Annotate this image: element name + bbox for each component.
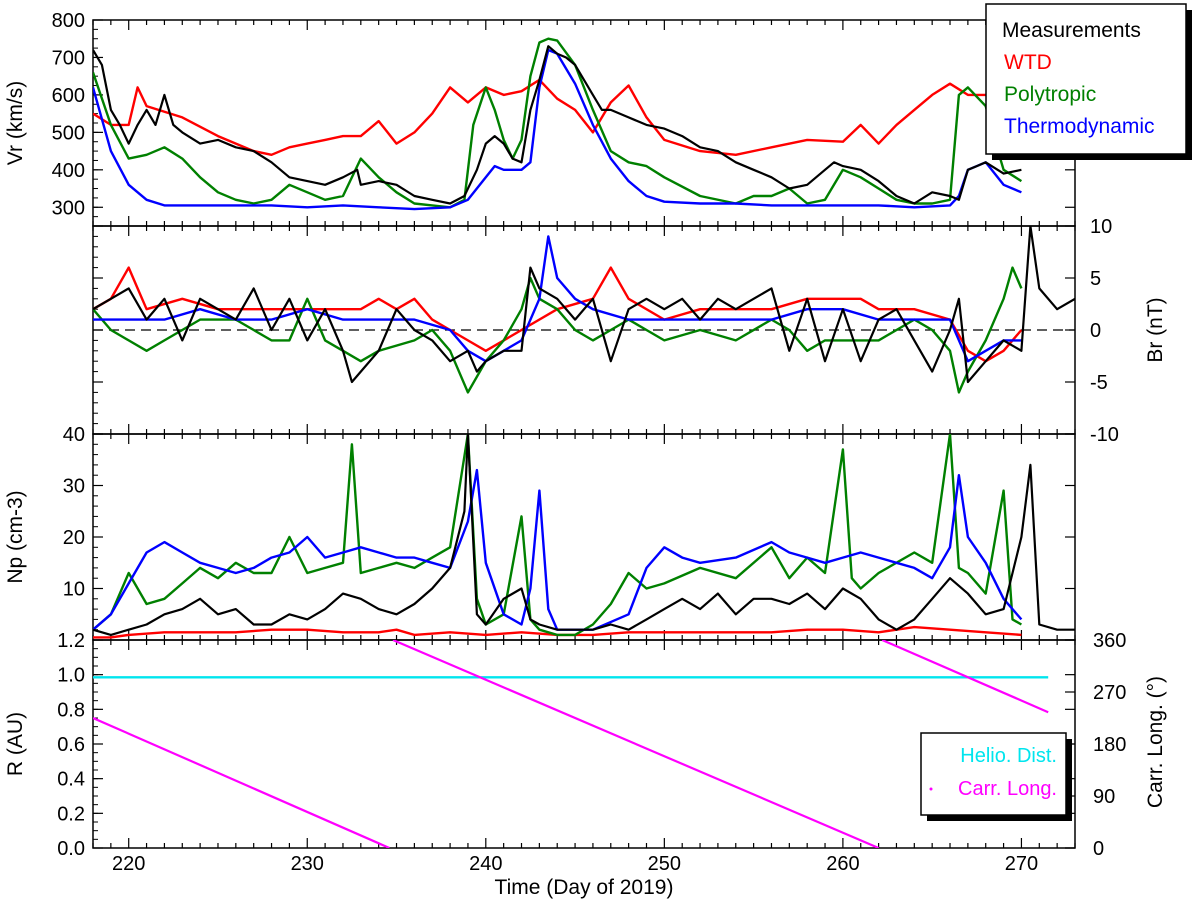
- x-tick-label: 240: [469, 853, 502, 875]
- series-carr-long: [392, 640, 880, 848]
- y-axis-label: R (AU): [4, 712, 27, 776]
- x-tick-label: 220: [112, 853, 145, 875]
- series-group: [93, 640, 1049, 848]
- x-tick-label: 260: [826, 853, 859, 875]
- series-wtd: [93, 266, 1023, 363]
- legend-box: [985, 3, 1187, 155]
- panel-rl: 0.0 0.2 0.4 0.6 0.8 1.0 1.2 R (AU) 0 90 180 270 360 C…: [4, 630, 1167, 860]
- series-group: [93, 434, 1075, 639]
- legend-marker: [929, 787, 933, 791]
- legend-entry: Measurements: [1002, 19, 1141, 42]
- panel-frame: [92, 433, 1076, 641]
- y-tick-label: -10: [1090, 424, 1119, 446]
- y-axis-label: Np (cm-3): [4, 490, 27, 583]
- legend-bottom: Helio. Dist. Carr. Long.: [920, 732, 1072, 821]
- legend-entry: Thermodynamic: [1004, 115, 1155, 138]
- legend-entry: WTD: [1004, 51, 1052, 74]
- y-tick-label: 0.4: [57, 769, 85, 791]
- y-tick-label: 30: [63, 476, 85, 498]
- y2-tick-label: 270: [1093, 682, 1126, 704]
- x-axis: 220 230 240 250 260 270 Time (Day of 2019): [112, 853, 1038, 899]
- y-tick-label: 600: [52, 85, 85, 107]
- y-tick-label: 10: [1090, 216, 1112, 238]
- y2-tick-label: 90: [1093, 786, 1115, 808]
- series-measurements: [93, 226, 1075, 384]
- y-tick-label: 400: [52, 160, 85, 182]
- y-tick-label: 0.6: [57, 734, 85, 756]
- series-group: [93, 37, 1023, 211]
- legend-entry: Polytropic: [1004, 83, 1096, 106]
- y-tick-label: 700: [52, 47, 85, 69]
- series-thermo: [93, 468, 1023, 631]
- y-axis-label: Br (nT): [1144, 297, 1167, 362]
- series-wtd: [93, 78, 1022, 156]
- series-carr-long: [881, 640, 1049, 714]
- y-tick-label: -5: [1090, 372, 1108, 394]
- series-wtd: [93, 625, 1022, 639]
- y-tick-label: 0.0: [57, 838, 85, 860]
- y-tick-label: 20: [63, 527, 85, 549]
- y2-axis-label: Carr. Long. (°): [1144, 676, 1167, 808]
- x-tick-label: 230: [291, 853, 324, 875]
- y-tick-label: 500: [52, 122, 85, 144]
- y-tick-label: 10: [63, 579, 85, 601]
- y-tick-label: 1.0: [57, 665, 85, 687]
- y-tick-label: 0.8: [57, 699, 85, 721]
- y-tick-label: 40: [63, 424, 85, 446]
- series-polytropic: [93, 266, 1023, 394]
- y-axis-label: Vr (km/s): [4, 81, 27, 165]
- y2-tick-label: 180: [1093, 734, 1126, 756]
- x-axis-label: Time (Day of 2019): [495, 876, 674, 899]
- x-tick-label: 270: [1005, 853, 1038, 875]
- series-polytropic: [93, 37, 1023, 209]
- series-carr-long: [93, 716, 390, 848]
- y-tick-label: 5: [1090, 268, 1101, 290]
- y-tick-label: 1.2: [57, 630, 85, 652]
- panel-br: 10 5 0 -5 -10 Br (nT): [92, 216, 1167, 446]
- legend-entry: Carr. Long.: [958, 778, 1057, 800]
- panel-np: 10 20 30 40 Np (cm-3): [4, 424, 1076, 641]
- series-measurements: [93, 45, 1022, 205]
- series-polytropic: [93, 434, 1022, 637]
- series-measurements: [93, 434, 1075, 636]
- y2-tick-label: 360: [1093, 630, 1126, 652]
- y-tick-label: 300: [52, 197, 85, 219]
- y-tick-label: 800: [52, 10, 85, 32]
- x-tick-label: 250: [648, 853, 681, 875]
- legend-entry: Helio. Dist.: [960, 745, 1057, 767]
- y-tick-label: 0.2: [57, 803, 85, 825]
- legend-box: [920, 732, 1067, 816]
- series-group: [93, 226, 1075, 394]
- y-tick-label: 0: [1090, 320, 1101, 342]
- legend-top: Measurements WTD Polytropic Thermodynamic: [985, 3, 1192, 160]
- y2-tick-label: 0: [1093, 838, 1104, 860]
- panel-vr: 300 400 500 600 700 800 Vr (km/s): [4, 10, 1076, 227]
- series-thermo: [93, 235, 1022, 363]
